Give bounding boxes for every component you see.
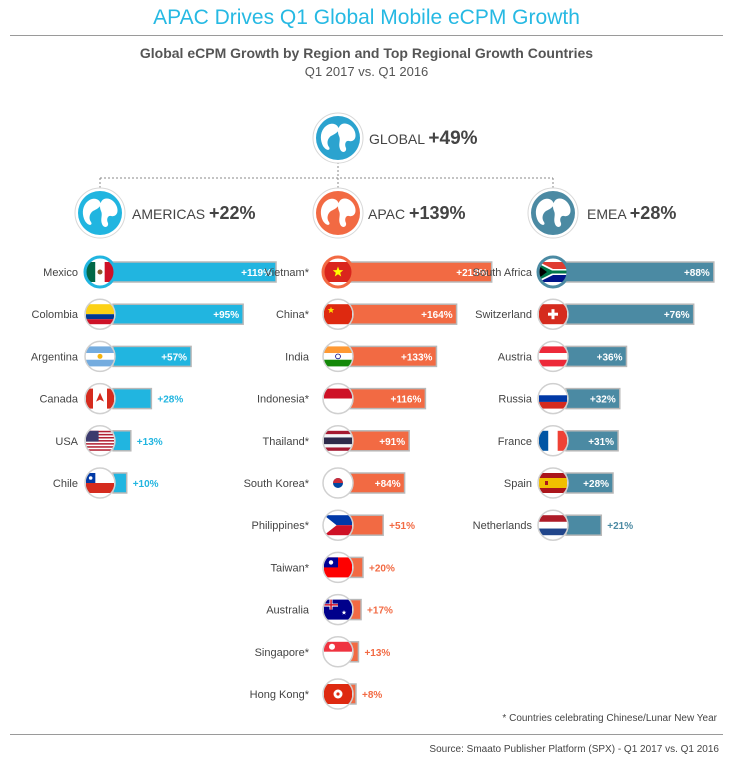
australia-country-label: Australia: [266, 605, 310, 617]
chart-subtitle: Global eCPM Growth by Region and Top Reg…: [139, 45, 594, 61]
philippines-bar: [349, 514, 384, 536]
netherlands-value-label: +21%: [607, 521, 633, 532]
colombia-country-label: Colombia: [32, 309, 79, 321]
taiwan-value-label: +20%: [369, 563, 395, 574]
netherlands-flag: [537, 509, 569, 541]
chile-country-label: Chile: [53, 478, 78, 490]
switzerland-flag: [537, 298, 569, 330]
thailand-value-label: +91%: [379, 437, 405, 448]
title-divider: [10, 35, 723, 36]
spain-value-label: +28%: [583, 479, 609, 490]
spain-country-label: Spain: [504, 478, 532, 490]
philippines-country-label: Philippines*: [252, 520, 310, 532]
austria-value-label: +36%: [597, 352, 623, 363]
south-africa-flag: [536, 255, 570, 289]
source-note: Source: Smaato Publisher Platform (SPX) …: [429, 744, 719, 755]
indonesia-country-label: Indonesia*: [257, 394, 310, 406]
footer-divider: [10, 734, 723, 735]
chile-value-label: +10%: [133, 479, 159, 490]
austria-country-label: Austria: [498, 351, 533, 363]
americas-region-label: AMERICAS +22%: [132, 203, 256, 223]
emea-globe-icon: [527, 187, 579, 239]
russia-value-label: +32%: [590, 395, 616, 406]
india-value-label: +133%: [401, 352, 433, 363]
china-flag: [322, 298, 354, 330]
canada-country-label: Canada: [39, 394, 78, 406]
south-africa-value-label: +88%: [684, 268, 710, 279]
taiwan-flag: [322, 551, 354, 584]
south-korea-value-label: +84%: [375, 479, 401, 490]
switzerland-country-label: Switzerland: [475, 309, 532, 321]
australia-value-label: +17%: [367, 606, 393, 617]
mexico-country-label: Mexico: [43, 267, 78, 279]
spain-flag: [537, 467, 569, 499]
canada-bar: [112, 387, 153, 410]
netherlands-country-label: Netherlands: [473, 520, 533, 532]
argentina-value-label: +57%: [161, 352, 187, 363]
usa-country-label: USA: [55, 436, 78, 448]
south-africa-country-label: South Africa: [473, 267, 533, 279]
apac-globe-icon: [312, 187, 364, 239]
russia-flag: [537, 382, 569, 415]
russia-country-label: Russia: [498, 394, 533, 406]
china-country-label: China*: [276, 309, 310, 321]
usa-flag: [84, 425, 116, 457]
philippines-value-label: +51%: [389, 521, 415, 532]
global-label: GLOBAL +49%: [369, 128, 478, 149]
australia-flag: [322, 593, 354, 626]
thailand-country-label: Thailand*: [263, 436, 310, 448]
argentina-flag: [84, 340, 116, 373]
taiwan-country-label: Taiwan*: [270, 562, 309, 574]
colombia-value-label: +95%: [213, 310, 239, 321]
argentina-country-label: Argentina: [31, 351, 79, 363]
canada-value-label: +28%: [157, 395, 183, 406]
south-korea-flag: [322, 467, 354, 499]
page-title: APAC Drives Q1 Global Mobile eCPM Growth: [153, 6, 580, 29]
canada-flag: [84, 382, 116, 415]
apac-region-label: APAC +139%: [368, 203, 466, 223]
global-globe-icon: [312, 112, 364, 164]
france-value-label: +31%: [588, 437, 614, 448]
hong-kong-country-label: Hong Kong*: [250, 689, 310, 701]
india-country-label: India: [285, 351, 310, 363]
singapore-country-label: Singapore*: [255, 647, 310, 659]
netherlands-bar: [565, 514, 603, 536]
china-value-label: +164%: [421, 310, 453, 321]
switzerland-value-label: +76%: [664, 310, 690, 321]
france-flag: [537, 425, 569, 457]
indonesia-flag: [322, 382, 354, 415]
mexico-value-label: +119%: [241, 268, 272, 279]
colombia-flag: [84, 298, 116, 330]
hong-kong-value-label: +8%: [362, 690, 382, 701]
thailand-flag: [322, 425, 354, 457]
india-flag: [322, 340, 354, 373]
vietnam-flag: [321, 255, 355, 289]
emea-region-label: EMEA +28%: [587, 203, 676, 223]
vietnam-country-label: Vietnam*: [265, 267, 310, 279]
footnote: * Countries celebrating Chinese/Lunar Ne…: [502, 713, 717, 724]
singapore-flag: [322, 636, 354, 668]
vietnam-value-label: +218%: [456, 268, 488, 279]
indonesia-value-label: +116%: [391, 395, 422, 406]
philippines-flag: [322, 509, 354, 541]
chile-flag: [84, 467, 116, 499]
chart-period: Q1 2017 vs. Q1 2016: [304, 64, 429, 79]
hong-kong-flag: [322, 678, 354, 710]
singapore-value-label: +13%: [364, 648, 390, 659]
france-country-label: France: [498, 436, 532, 448]
mexico-flag: [83, 255, 117, 289]
americas-globe-icon: [74, 187, 126, 239]
austria-flag: [537, 340, 569, 373]
usa-value-label: +13%: [137, 437, 163, 448]
south-korea-country-label: South Korea*: [244, 478, 310, 490]
